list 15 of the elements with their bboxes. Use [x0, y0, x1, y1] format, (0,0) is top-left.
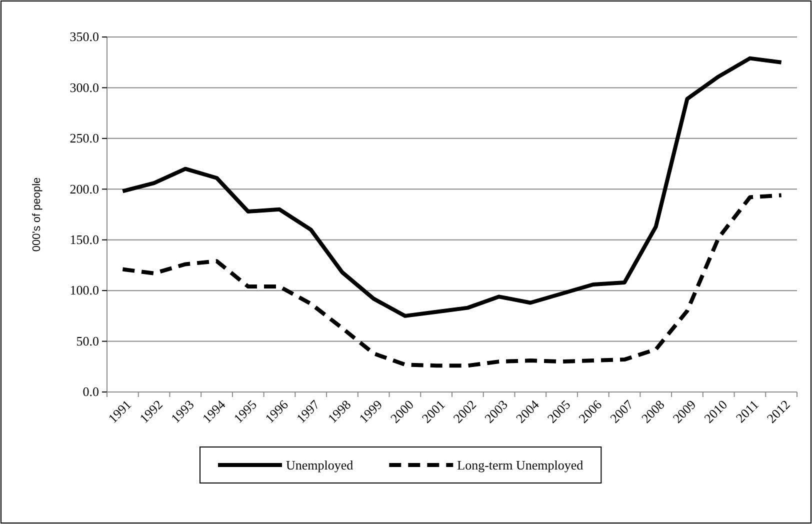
- y-tick-label: 50.0: [76, 333, 99, 348]
- legend-label: Unemployed: [286, 458, 354, 473]
- legend-label: Long-term Unemployed: [457, 458, 584, 473]
- x-tick-label: 2011: [732, 396, 762, 426]
- y-tick-label: 350.0: [70, 29, 99, 44]
- y-tick-label: 200.0: [70, 181, 99, 196]
- y-tick-label: 300.0: [70, 80, 99, 95]
- y-tick-label: 250.0: [70, 130, 99, 146]
- line-series: [120, 193, 784, 368]
- y-axis-title: 000's of people: [31, 177, 43, 252]
- y-tick-label: 100.0: [70, 282, 99, 298]
- line-series: [120, 56, 784, 318]
- y-tick-label: 150.0: [70, 232, 99, 248]
- x-tick-label: 1991: [105, 396, 134, 426]
- y-tick-label: 0.0: [82, 384, 99, 400]
